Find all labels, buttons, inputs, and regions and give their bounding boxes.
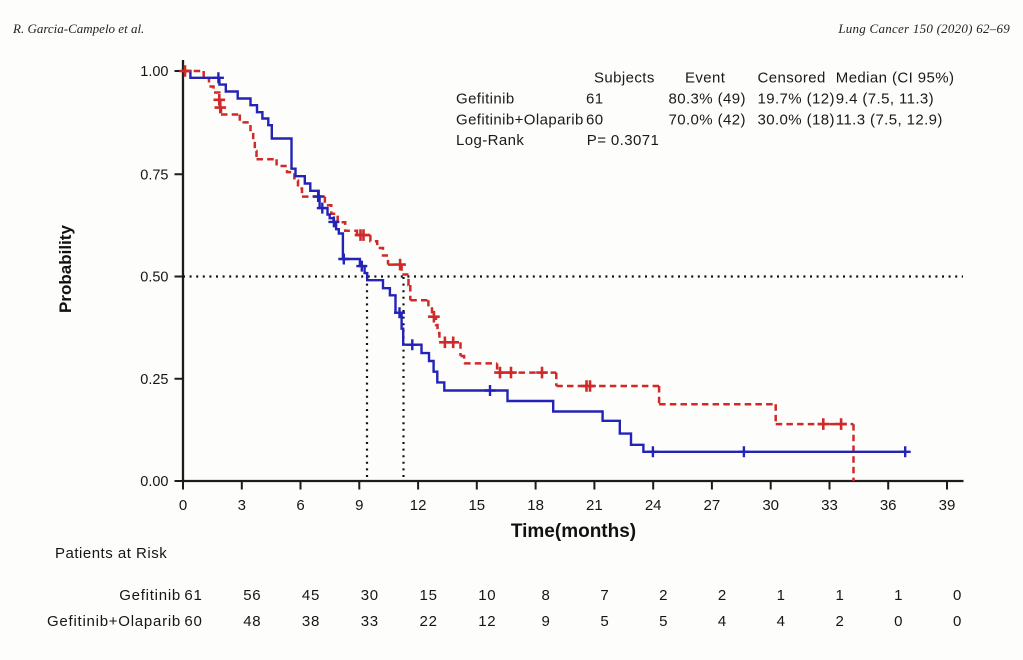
svg-text:Censored: Censored [758,70,826,87]
svg-text:15: 15 [420,587,438,604]
svg-text:1: 1 [894,587,903,604]
svg-text:70.0% (42): 70.0% (42) [669,111,746,128]
svg-text:1: 1 [835,587,844,604]
svg-text:11.3 (7.5, 12.9): 11.3 (7.5, 12.9) [836,111,943,128]
svg-text:38: 38 [302,613,320,630]
svg-text:12: 12 [410,497,427,514]
svg-text:Probability: Probability [56,225,75,313]
svg-text:24: 24 [645,497,662,514]
svg-text:Time(months): Time(months) [511,521,636,542]
svg-text:1: 1 [777,587,786,604]
svg-text:80.3% (49): 80.3% (49) [669,90,746,107]
svg-text:3: 3 [238,497,246,514]
svg-text:45: 45 [302,587,320,604]
svg-text:4: 4 [718,613,727,630]
svg-text:33: 33 [821,497,838,514]
svg-text:2: 2 [718,587,727,604]
svg-text:P= 0.3071: P= 0.3071 [587,132,659,149]
svg-text:1.00: 1.00 [140,64,168,80]
svg-text:0.25: 0.25 [140,372,168,388]
svg-text:0: 0 [179,497,187,514]
svg-text:Gefitinib+Olaparib: Gefitinib+Olaparib [456,111,584,128]
svg-text:0.50: 0.50 [140,270,168,286]
svg-text:22: 22 [420,613,438,630]
svg-text:18: 18 [527,497,544,514]
svg-text:15: 15 [468,497,485,514]
svg-text:61: 61 [586,90,604,107]
svg-text:Patients at Risk: Patients at Risk [55,545,167,562]
svg-text:9.4 (7.5, 11.3): 9.4 (7.5, 11.3) [836,90,934,107]
svg-text:33: 33 [361,613,379,630]
svg-text:48: 48 [243,613,261,630]
svg-text:9: 9 [355,497,363,514]
svg-text:12: 12 [478,613,496,630]
svg-text:2: 2 [659,587,668,604]
svg-text:Gefitinib+Olaparib: Gefitinib+Olaparib [47,613,181,630]
svg-text:R. Garcia-Campelo et al.: R. Garcia-Campelo et al. [12,21,144,36]
svg-text:Gefitinib: Gefitinib [119,587,181,604]
svg-text:0: 0 [953,613,962,630]
svg-text:21: 21 [586,497,603,514]
svg-text:0.75: 0.75 [140,167,168,183]
svg-text:60: 60 [586,111,604,128]
svg-text:27: 27 [704,497,721,514]
svg-text:36: 36 [880,497,897,514]
svg-text:Event: Event [685,70,726,87]
svg-text:2: 2 [835,613,844,630]
svg-text:10: 10 [478,587,496,604]
svg-text:Gefitinib: Gefitinib [456,90,515,107]
svg-text:39: 39 [939,497,956,514]
svg-text:30: 30 [762,497,779,514]
svg-text:30: 30 [361,587,379,604]
svg-text:5: 5 [600,613,609,630]
svg-text:19.7% (12): 19.7% (12) [758,90,835,107]
svg-text:0: 0 [894,613,903,630]
svg-text:56: 56 [243,587,261,604]
svg-text:0: 0 [953,587,962,604]
svg-text:9: 9 [542,613,551,630]
svg-text:5: 5 [659,613,668,630]
svg-text:Median (CI 95%): Median (CI 95%) [836,70,955,87]
svg-text:7: 7 [600,587,609,604]
svg-text:Subjects: Subjects [594,70,655,87]
svg-text:6: 6 [296,497,304,514]
svg-text:60: 60 [184,613,202,630]
svg-text:4: 4 [777,613,786,630]
svg-text:Log-Rank: Log-Rank [456,132,524,149]
svg-text:8: 8 [542,587,551,604]
svg-text:Lung Cancer 150 (2020) 62–69: Lung Cancer 150 (2020) 62–69 [837,21,1010,36]
svg-text:61: 61 [184,587,202,604]
svg-text:0.00: 0.00 [140,474,168,490]
svg-text:30.0% (18): 30.0% (18) [758,111,835,128]
